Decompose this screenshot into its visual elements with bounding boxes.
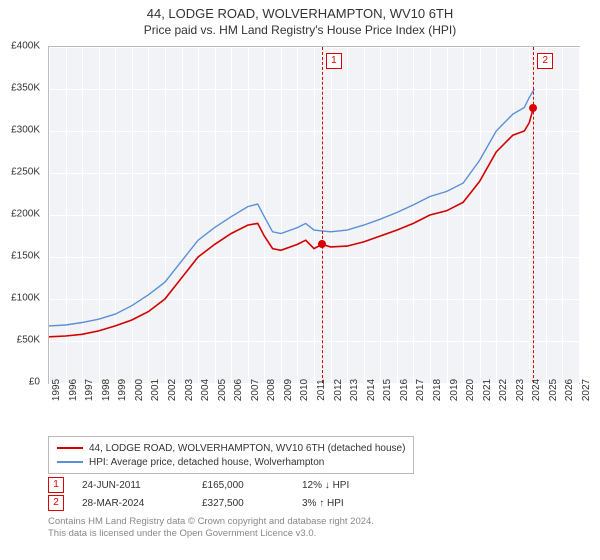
x-tick-label: 2018 <box>432 379 443 401</box>
x-tick-label: 2019 <box>449 379 460 401</box>
event-price: £327,500 <box>202 498 302 509</box>
event-number-box: 1 <box>48 477 64 493</box>
event-line <box>322 47 323 383</box>
event-marker-box: 2 <box>537 53 553 69</box>
chart-container: 44, LODGE ROAD, WOLVERHAMPTON, WV10 6TH … <box>0 0 600 560</box>
x-tick-label: 2024 <box>531 379 542 401</box>
x-tick-label: 2016 <box>399 379 410 401</box>
x-tick-label: 2020 <box>465 379 476 401</box>
x-tick-label: 2015 <box>382 379 393 401</box>
chart-lines <box>49 47 579 383</box>
x-tick-label: 2013 <box>349 379 360 401</box>
x-tick-label: 2026 <box>564 379 575 401</box>
x-tick-label: 2005 <box>217 379 228 401</box>
title-block: 44, LODGE ROAD, WOLVERHAMPTON, WV10 6TH … <box>0 0 600 37</box>
series-property <box>49 108 533 337</box>
legend: 44, LODGE ROAD, WOLVERHAMPTON, WV10 6TH … <box>48 436 414 474</box>
x-tick-label: 1997 <box>84 379 95 401</box>
y-tick-label: £0 <box>0 377 40 388</box>
x-tick-label: 2009 <box>283 379 294 401</box>
chart-area: 12 £0£50K£100K£150K£200K£250K£300K£350K£… <box>48 46 580 404</box>
event-line <box>533 47 534 383</box>
x-tick-label: 2006 <box>233 379 244 401</box>
events-table: 1 24-JUN-2011£165,00012% ↓ HPI 2 28-MAR-202… <box>48 476 392 512</box>
y-tick-label: £200K <box>0 209 40 220</box>
x-tick-label: 1996 <box>68 379 79 401</box>
series-hpi <box>49 89 534 326</box>
chart-title: 44, LODGE ROAD, WOLVERHAMPTON, WV10 6TH <box>0 6 600 21</box>
y-tick-label: £350K <box>0 83 40 94</box>
event-marker-box: 1 <box>326 53 342 69</box>
event-delta: 12% ↓ HPI <box>302 480 392 491</box>
y-tick-label: £150K <box>0 251 40 262</box>
x-tick-label: 2011 <box>316 379 327 401</box>
event-table-row: 2 28-MAR-2024£327,5003% ↑ HPI <box>48 494 392 512</box>
x-tick-label: 2022 <box>498 379 509 401</box>
x-tick-label: 2000 <box>134 379 145 401</box>
x-tick-label: 2027 <box>581 379 592 401</box>
event-dot <box>318 240 326 248</box>
x-tick-label: 2003 <box>184 379 195 401</box>
legend-label: HPI: Average price, detached house, Wolv… <box>89 457 324 468</box>
y-tick-label: £300K <box>0 125 40 136</box>
chart-subtitle: Price paid vs. HM Land Registry's House … <box>0 23 600 37</box>
x-tick-label: 1999 <box>117 379 128 401</box>
x-tick-label: 2002 <box>167 379 178 401</box>
y-tick-label: £100K <box>0 293 40 304</box>
legend-label: 44, LODGE ROAD, WOLVERHAMPTON, WV10 6TH … <box>89 443 405 454</box>
plot-area: 12 <box>48 46 580 384</box>
x-tick-label: 2025 <box>548 379 559 401</box>
footer-attribution: Contains HM Land Registry data © Crown c… <box>48 516 374 541</box>
legend-row: 44, LODGE ROAD, WOLVERHAMPTON, WV10 6TH … <box>57 441 405 455</box>
event-dot <box>529 104 537 112</box>
x-tick-label: 2021 <box>482 379 493 401</box>
x-tick-label: 2012 <box>333 379 344 401</box>
event-price: £165,000 <box>202 480 302 491</box>
x-tick-label: 2014 <box>366 379 377 401</box>
x-tick-label: 2017 <box>415 379 426 401</box>
legend-swatch <box>57 461 83 463</box>
event-date: 28-MAR-2024 <box>82 498 202 509</box>
x-tick-label: 2023 <box>515 379 526 401</box>
footer-line-2: This data is licensed under the Open Gov… <box>48 528 374 540</box>
y-tick-label: £400K <box>0 41 40 52</box>
y-tick-label: £50K <box>0 335 40 346</box>
legend-swatch <box>57 447 83 449</box>
footer-line-1: Contains HM Land Registry data © Crown c… <box>48 516 374 528</box>
event-delta: 3% ↑ HPI <box>302 498 392 509</box>
x-tick-label: 2008 <box>266 379 277 401</box>
x-tick-label: 2001 <box>150 379 161 401</box>
event-number-box: 2 <box>48 495 64 511</box>
x-tick-label: 1995 <box>51 379 62 401</box>
x-tick-label: 2010 <box>299 379 310 401</box>
event-date: 24-JUN-2011 <box>82 480 202 491</box>
event-table-row: 1 24-JUN-2011£165,00012% ↓ HPI <box>48 476 392 494</box>
x-tick-label: 2004 <box>200 379 211 401</box>
x-tick-label: 2007 <box>250 379 261 401</box>
y-tick-label: £250K <box>0 167 40 178</box>
x-tick-label: 1998 <box>101 379 112 401</box>
legend-row: HPI: Average price, detached house, Wolv… <box>57 455 405 469</box>
